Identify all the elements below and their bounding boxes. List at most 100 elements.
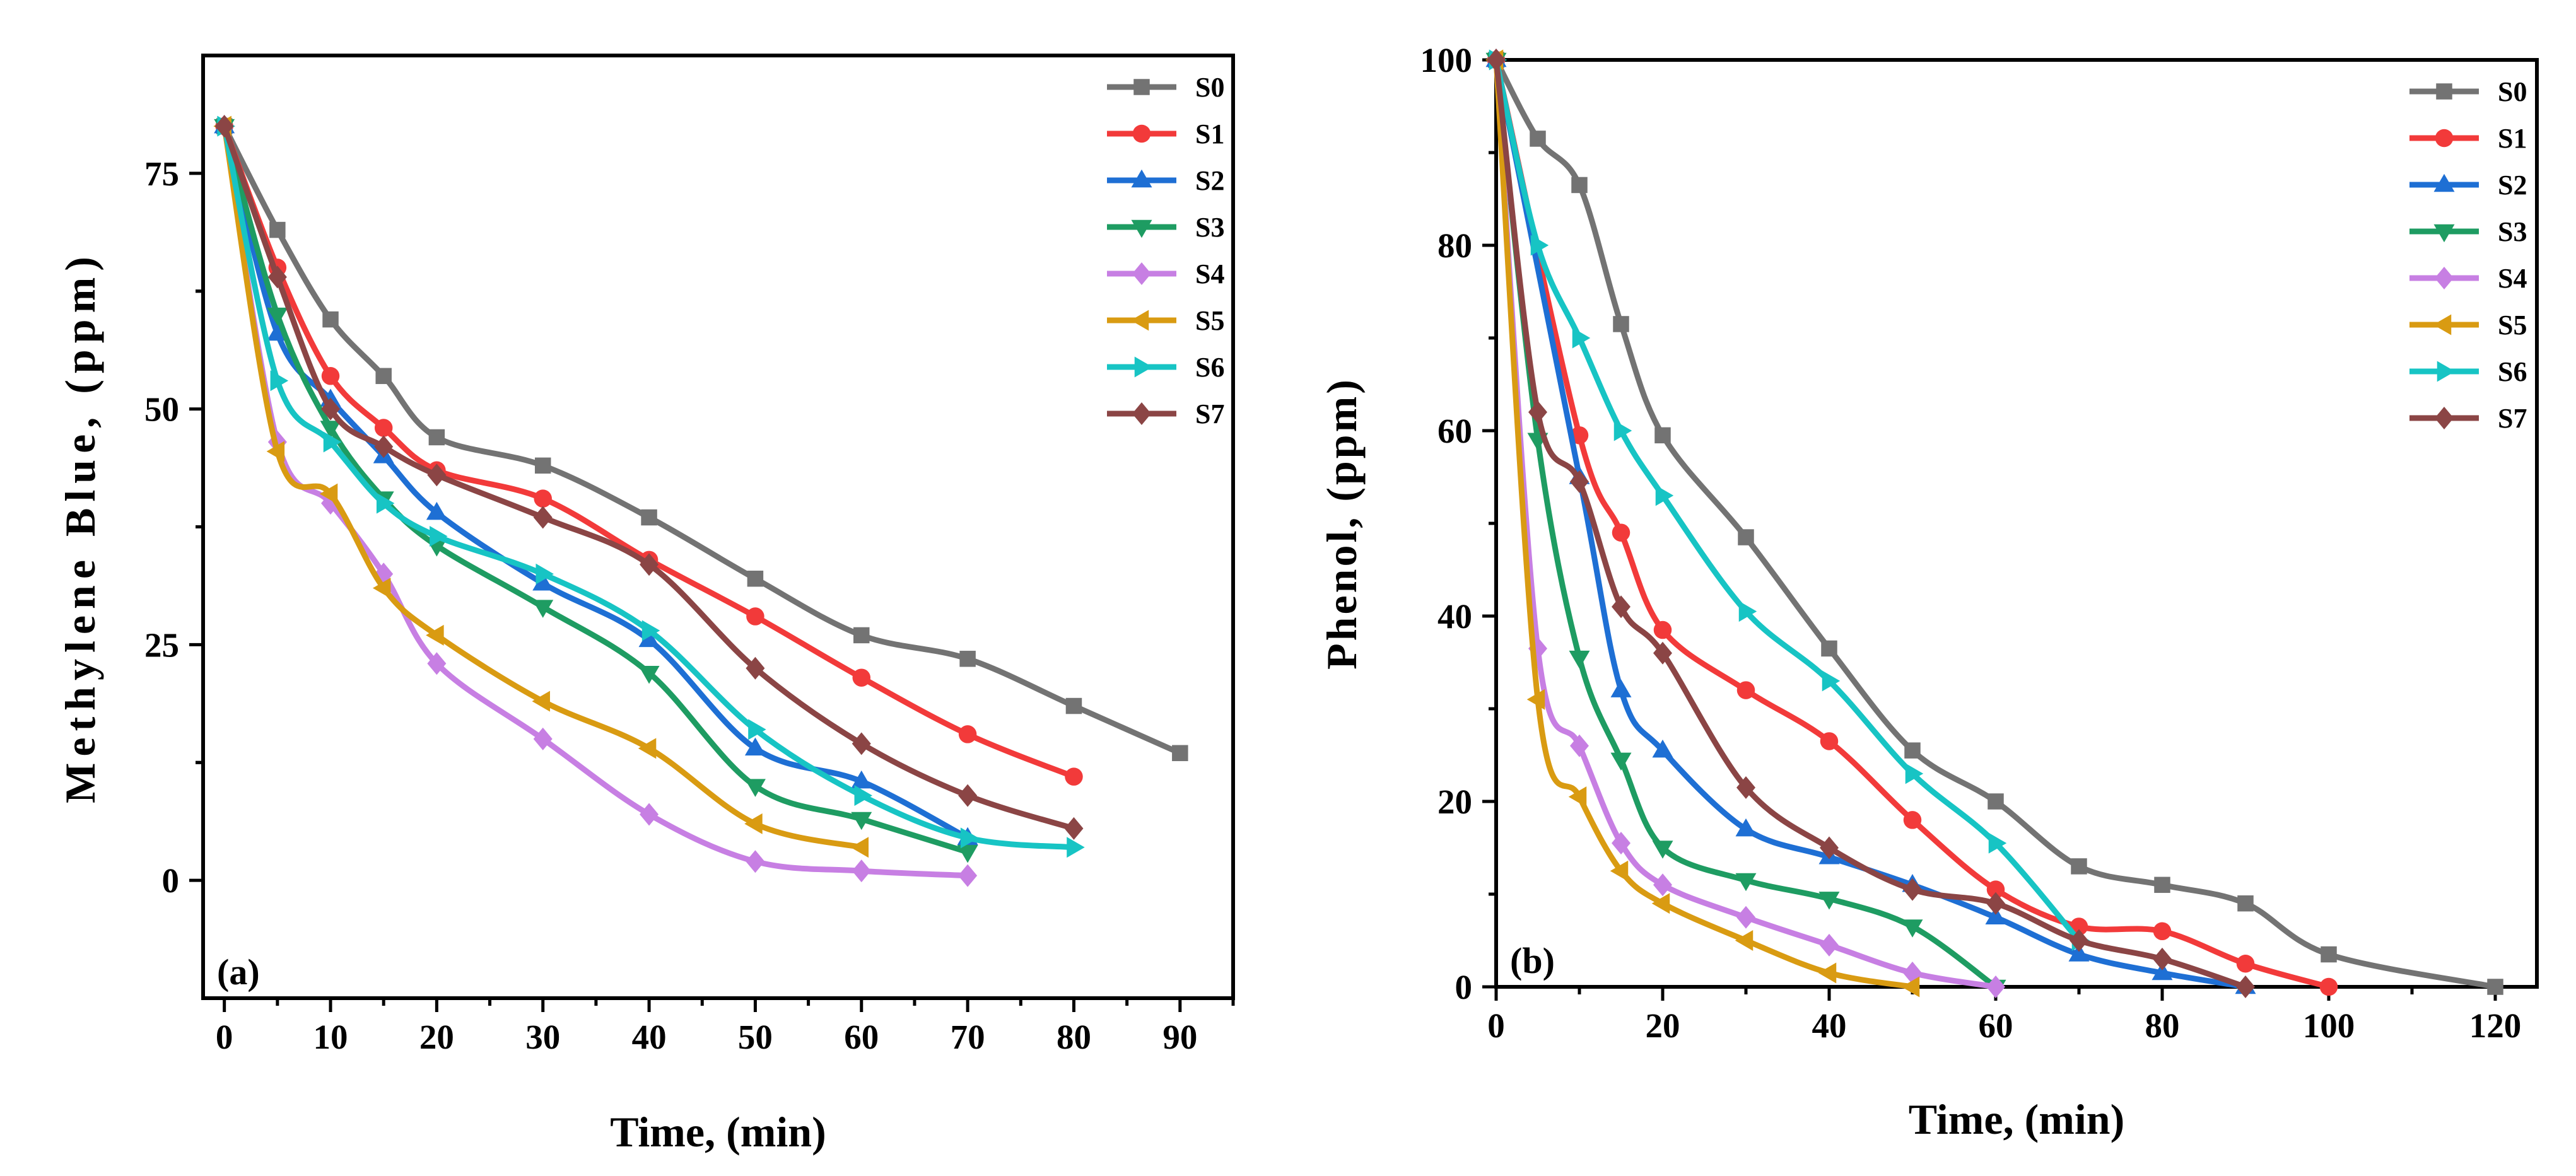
legend-label: S0 <box>2498 76 2527 107</box>
y-tick-label: 75 <box>144 154 179 193</box>
data-point-S0 <box>1738 529 1754 545</box>
data-point-S0 <box>1821 640 1837 657</box>
legend-label: S1 <box>1195 119 1224 149</box>
series-line-S0 <box>221 123 1183 756</box>
data-point-S5 <box>1526 689 1545 710</box>
data-point-S0 <box>1571 177 1588 194</box>
legend-swatch-marker <box>1132 262 1151 285</box>
y-tick-label: 0 <box>1455 968 1473 1006</box>
data-point-S6 <box>960 827 979 849</box>
data-point-S7 <box>1570 470 1589 493</box>
data-point-S7 <box>374 435 394 458</box>
series-S7 <box>1487 49 2255 998</box>
data-point-S6 <box>430 525 448 547</box>
legend-swatch-marker <box>2435 267 2454 289</box>
y-axis-title: Phenol, (ppm) <box>1318 377 1366 670</box>
data-point-S6 <box>323 431 342 453</box>
legend-swatch-marker <box>2435 407 2454 429</box>
data-point-S1 <box>2153 922 2172 941</box>
legend-item-S4: S4 <box>2409 263 2527 294</box>
data-point-S1 <box>534 489 552 508</box>
data-point-S1 <box>374 419 393 437</box>
data-point-S3 <box>532 600 554 618</box>
data-point-S7 <box>1736 776 1755 799</box>
legend-item-S2: S2 <box>2409 170 2527 201</box>
data-point-S6 <box>1572 327 1591 349</box>
legend-label: S2 <box>2498 170 2527 201</box>
y-tick-label: 100 <box>1420 41 1473 79</box>
y-tick-label: 25 <box>144 626 179 664</box>
x-tick-label: 100 <box>2303 1006 2355 1045</box>
legend: S0 S1 S2 S3 S4 S5 S6 S7 <box>2409 76 2527 434</box>
data-point-S6 <box>1530 235 1549 256</box>
series-line-S6 <box>221 123 1077 851</box>
data-point-S7 <box>2236 975 2255 998</box>
x-tick-label: 120 <box>2469 1006 2522 1045</box>
data-point-S5 <box>1568 786 1587 808</box>
data-point-S2 <box>744 737 766 756</box>
y-axis-title: Methylene Blue, (ppm) <box>56 250 104 803</box>
data-point-S1 <box>1612 523 1630 542</box>
data-point-S7 <box>640 553 659 576</box>
legend-swatch-marker <box>2433 224 2455 243</box>
data-point-S0 <box>269 221 286 238</box>
data-point-S0 <box>534 457 551 474</box>
plot-frame <box>201 54 1235 1000</box>
data-point-S1 <box>852 668 871 687</box>
series-S0 <box>216 118 1188 762</box>
legend-swatch-marker <box>1131 219 1152 238</box>
legend-item-S6: S6 <box>2409 356 2527 387</box>
data-point-S3 <box>267 307 288 326</box>
series-S4 <box>214 115 978 887</box>
panel-label: (b) <box>1510 940 1555 981</box>
legend-label: S1 <box>2498 123 2527 154</box>
legend-item-S5: S5 <box>1107 305 1224 336</box>
data-point-S4 <box>1736 905 1755 929</box>
data-point-S4 <box>1612 832 1630 855</box>
data-point-S1 <box>1570 426 1589 445</box>
legend-item-S3: S3 <box>1107 212 1224 243</box>
data-point-S0 <box>641 509 657 526</box>
data-point-S5 <box>426 624 444 646</box>
data-point-S5 <box>850 837 869 858</box>
data-point-S7 <box>958 784 978 807</box>
series-line-S3 <box>221 123 971 855</box>
data-point-S0 <box>747 570 764 587</box>
legend-label: S6 <box>1195 352 1224 383</box>
data-point-S4 <box>1653 873 1672 897</box>
legend-swatch-marker <box>2433 173 2455 192</box>
y-tick-label: 50 <box>144 390 179 429</box>
data-point-S6 <box>854 785 873 806</box>
legend-item-S4: S4 <box>1107 259 1224 289</box>
data-point-S1 <box>2319 977 2338 996</box>
series-line-S2 <box>221 123 971 841</box>
data-point-S4 <box>533 727 553 750</box>
data-point-S2 <box>638 629 660 648</box>
x-tick-label: 70 <box>951 1018 985 1056</box>
data-point-S6 <box>536 563 554 585</box>
legend-item-S1: S1 <box>1107 119 1224 149</box>
data-point-S0 <box>428 429 445 446</box>
data-point-S7 <box>1653 641 1672 665</box>
data-point-S2 <box>1610 679 1632 697</box>
data-point-S3 <box>957 845 978 863</box>
data-point-S6 <box>1655 485 1674 506</box>
legend-swatch-marker <box>1132 402 1151 425</box>
data-point-S5 <box>372 578 391 599</box>
data-point-S2 <box>426 501 447 520</box>
data-point-S3 <box>1610 752 1632 771</box>
data-point-S2 <box>532 572 554 591</box>
data-point-S3 <box>851 812 872 830</box>
data-point-S0 <box>1904 742 1921 759</box>
data-point-S6 <box>1822 670 1841 692</box>
data-point-S0 <box>1065 697 1082 714</box>
legend-label: S4 <box>2498 263 2527 294</box>
data-point-S2 <box>2152 962 2173 981</box>
data-point-S0 <box>1654 427 1671 444</box>
data-point-S3 <box>744 779 766 797</box>
x-tick-label: 0 <box>1487 1006 1505 1045</box>
data-point-S2 <box>1652 739 1673 758</box>
legend-label: S2 <box>1195 165 1224 196</box>
data-point-S3 <box>638 665 660 684</box>
data-point-S1 <box>1820 732 1839 750</box>
